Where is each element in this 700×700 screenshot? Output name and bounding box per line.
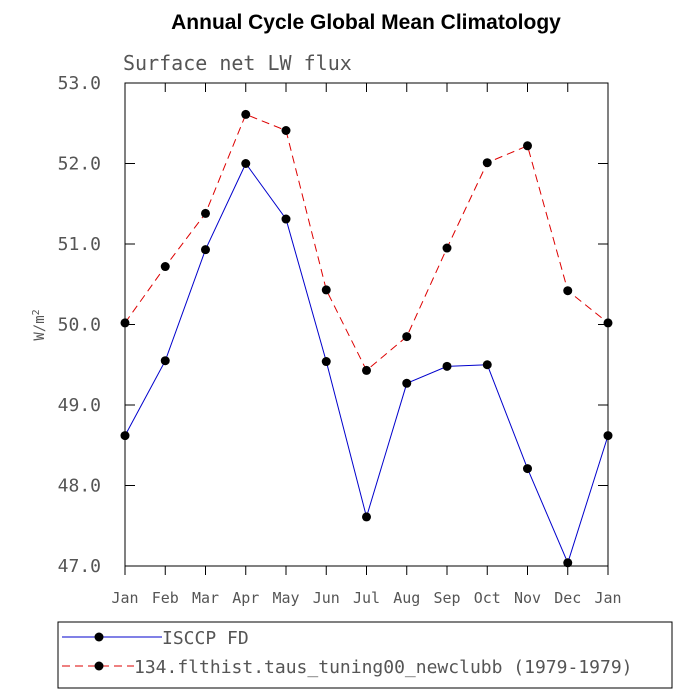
- x-tick-label: Dec: [554, 589, 581, 607]
- series-0-point: [321, 357, 331, 367]
- chart-title: Annual Cycle Global Mean Climatology: [171, 11, 561, 34]
- y-axis-label: W/m2: [31, 309, 49, 340]
- x-tick-label: Oct: [474, 589, 501, 607]
- series-0-point: [402, 378, 412, 388]
- series-1-point: [241, 109, 251, 119]
- series-1-point: [402, 332, 412, 342]
- series-0-point: [281, 214, 291, 224]
- y-tick-label: 50.0: [58, 315, 101, 336]
- series-1-point: [281, 125, 291, 135]
- series-1-point: [523, 141, 532, 151]
- legend-marker-model: [94, 661, 104, 671]
- x-tick-label: Jun: [313, 589, 340, 607]
- y-tick-label: 51.0: [58, 234, 101, 255]
- x-tick-label: Feb: [152, 589, 179, 607]
- series-1-point: [201, 208, 210, 218]
- series-0-point: [482, 360, 492, 370]
- series-0-point: [160, 356, 170, 366]
- x-tick-label: Jan: [111, 589, 138, 607]
- series-0-point: [523, 464, 532, 474]
- series-1-point: [321, 285, 331, 295]
- legend: ISCCP FD 134.flthist.taus_tuning00_newcl…: [57, 621, 673, 689]
- series-1-point: [482, 158, 492, 168]
- y-tick-label: 49.0: [58, 395, 101, 416]
- y-axis-label-text: W/m: [32, 315, 48, 340]
- legend-label-isccp: ISCCP FD: [162, 628, 249, 649]
- x-tick-label: Nov: [514, 589, 541, 607]
- series-0-point: [241, 159, 251, 168]
- svg-text:W/m2: W/m2: [31, 309, 49, 340]
- legend-marker-isccp: [94, 632, 104, 642]
- y-tick-label: 53.0: [58, 73, 101, 94]
- series-1-point: [563, 286, 573, 296]
- legend-box: [57, 621, 673, 689]
- series-0-point: [442, 361, 452, 371]
- plot-frame: [124, 82, 609, 567]
- x-tick-label: Jan: [594, 589, 621, 607]
- series-line-1: [124, 113, 609, 372]
- chart-subtitle: Surface net LW flux: [123, 51, 352, 75]
- x-tick-label: Sep: [433, 589, 460, 607]
- series-0-point: [201, 245, 210, 255]
- x-tick-label: Apr: [232, 589, 259, 607]
- x-tick-label: Jul: [353, 589, 380, 607]
- series-1-point: [160, 262, 170, 272]
- series-1-point: [442, 243, 452, 253]
- x-tick-label: Mar: [192, 589, 219, 607]
- y-tick-label: 48.0: [58, 476, 101, 497]
- series-1-point: [362, 365, 371, 375]
- legend-label-model: 134.flthist.taus_tuning00_newclubb (1979…: [134, 657, 633, 678]
- y-axis-label-superscript: 2: [31, 309, 42, 315]
- y-tick-label: 47.0: [58, 556, 101, 577]
- plot-area: 47.0 48.0 49.0 50.0 51.0 52.0 53.0 Jan Feb Mar Apr…: [58, 73, 622, 607]
- series-0-point: [362, 512, 371, 522]
- series-0-point: [563, 558, 573, 568]
- y-tick-label: 52.0: [58, 154, 101, 175]
- x-tick-label: May: [272, 589, 299, 607]
- x-tick-label: Aug: [393, 589, 420, 607]
